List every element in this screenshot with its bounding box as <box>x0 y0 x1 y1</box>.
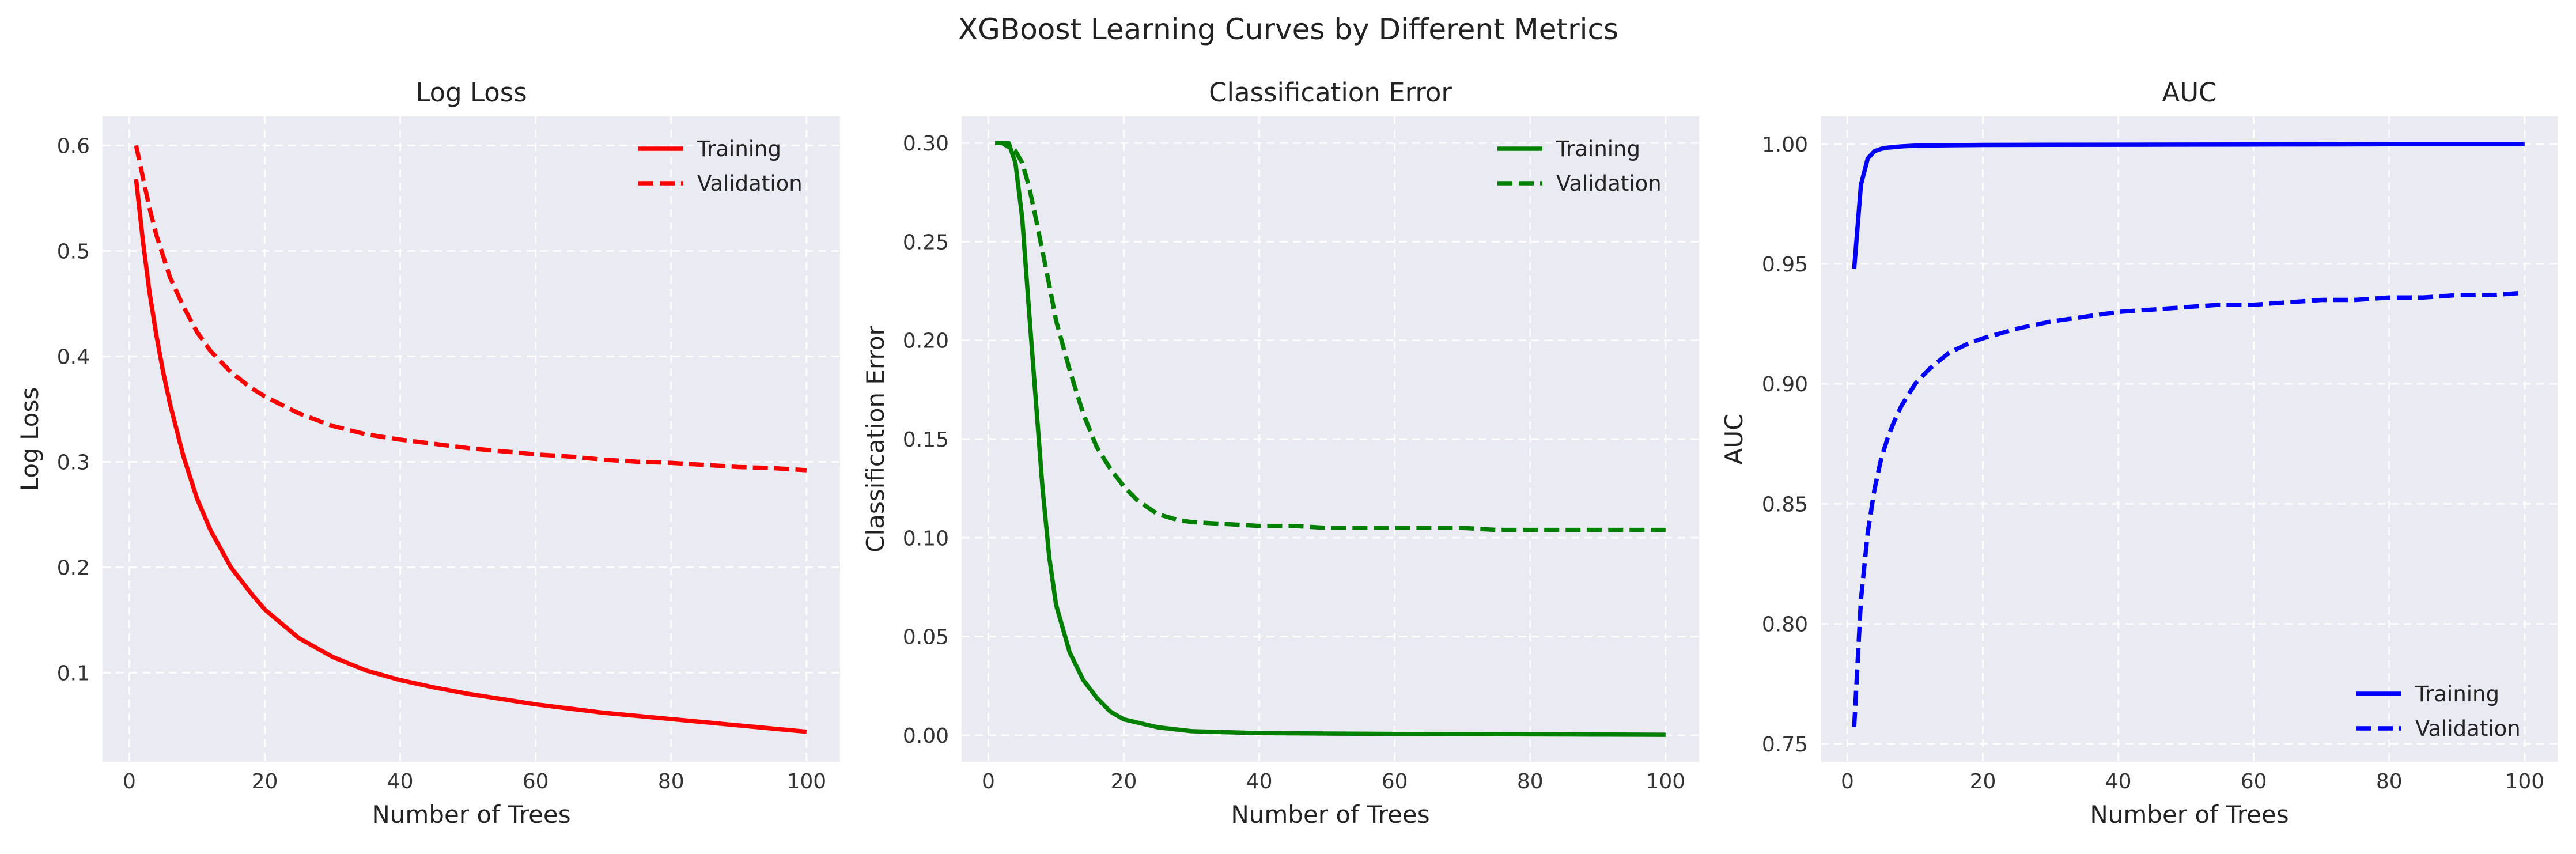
y-tick-label: 0.75 <box>1762 733 1808 757</box>
legend: Training Validation <box>1497 137 1662 196</box>
y-tick-label: 0.2 <box>57 556 90 580</box>
x-tick-label: 0 <box>982 770 995 793</box>
series-line-validation <box>134 145 807 473</box>
x-tick-label: 20 <box>252 770 278 793</box>
x-tick-label: 0 <box>1841 770 1854 793</box>
chart-title: Log Loss <box>415 77 527 108</box>
chart-panel-1: 0 20 40 60 80 100 0.1 0.2 0.3 0.4 0.5 0.6 Log Loss Nu… <box>16 77 840 829</box>
legend-label-validation: Validation <box>697 171 803 196</box>
y-tick-label: 0.00 <box>903 724 949 748</box>
plot-area <box>1821 116 2558 762</box>
y-tick-label: 0.5 <box>57 240 90 263</box>
x-tick-label: 80 <box>658 770 684 793</box>
y-tick-label: 0.1 <box>57 662 90 685</box>
legend: Training Validation <box>2356 682 2521 741</box>
y-axis-label: Log Loss <box>16 387 44 492</box>
y-tick-label: 1.00 <box>1762 133 1808 157</box>
series-line-training <box>1852 142 2525 269</box>
chart-title: Classification Error <box>1209 77 1452 108</box>
x-axis-label: Number of Trees <box>2090 800 2288 829</box>
x-tick-label: 60 <box>1382 770 1408 793</box>
plot-area <box>103 116 840 762</box>
y-tick-label: 0.4 <box>57 345 90 369</box>
y-tick-label: 0.85 <box>1762 493 1808 516</box>
y-tick-label: 0.05 <box>903 626 949 649</box>
chart-title: AUC <box>2162 77 2216 108</box>
y-tick-label: 0.95 <box>1762 253 1808 277</box>
figure-suptitle: XGBoost Learning Curves by Different Met… <box>958 13 1618 46</box>
legend-label-validation: Validation <box>2415 716 2521 741</box>
chart-panel-3: 0 20 40 60 80 100 0.75 0.80 0.85 0.90 0.95 1.00 AUC N… <box>1720 77 2558 829</box>
x-tick-label: 60 <box>2241 770 2267 793</box>
x-tick-label: 60 <box>523 770 549 793</box>
legend-label-validation: Validation <box>1556 171 1662 196</box>
y-tick-label: 0.3 <box>57 451 90 474</box>
y-tick-label: 0.10 <box>903 527 949 550</box>
x-axis-label: Number of Trees <box>372 800 570 829</box>
series-line-validation <box>1852 290 2525 727</box>
x-axis-label: Number of Trees <box>1231 800 1429 829</box>
y-axis-label: Classification Error <box>861 325 890 552</box>
x-tick-label: 40 <box>2105 770 2132 793</box>
x-tick-label: 80 <box>2376 770 2403 793</box>
x-tick-label: 0 <box>123 770 136 793</box>
x-tick-label: 100 <box>786 770 826 793</box>
x-tick-label: 40 <box>387 770 414 793</box>
chart-panel-2: 0 20 40 60 80 100 0.00 0.05 0.10 0.15 0.20 0.25 0.30… <box>861 77 1699 829</box>
x-tick-label: 20 <box>1970 770 1996 793</box>
y-tick-label: 0.15 <box>903 428 949 452</box>
legend: Training Validation <box>638 137 803 196</box>
series-line-validation <box>995 141 1666 532</box>
legend-label-training: Training <box>697 137 781 161</box>
series-line-training <box>134 179 807 734</box>
x-tick-label: 100 <box>1646 770 1685 793</box>
x-tick-label: 20 <box>1111 770 1137 793</box>
y-tick-label: 0.6 <box>57 134 90 158</box>
y-tick-label: 0.25 <box>903 230 949 254</box>
y-axis-label: AUC <box>1720 414 1748 465</box>
x-tick-label: 100 <box>2505 770 2544 793</box>
legend-label-training: Training <box>1556 137 1640 161</box>
x-tick-label: 80 <box>1517 770 1544 793</box>
series-line-training <box>995 141 1666 737</box>
x-tick-label: 40 <box>1246 770 1273 793</box>
y-tick-label: 0.20 <box>903 330 949 353</box>
y-tick-label: 0.90 <box>1762 373 1808 396</box>
legend-label-training: Training <box>2415 682 2499 706</box>
y-tick-label: 0.80 <box>1762 613 1808 637</box>
y-tick-label: 0.30 <box>903 132 949 156</box>
